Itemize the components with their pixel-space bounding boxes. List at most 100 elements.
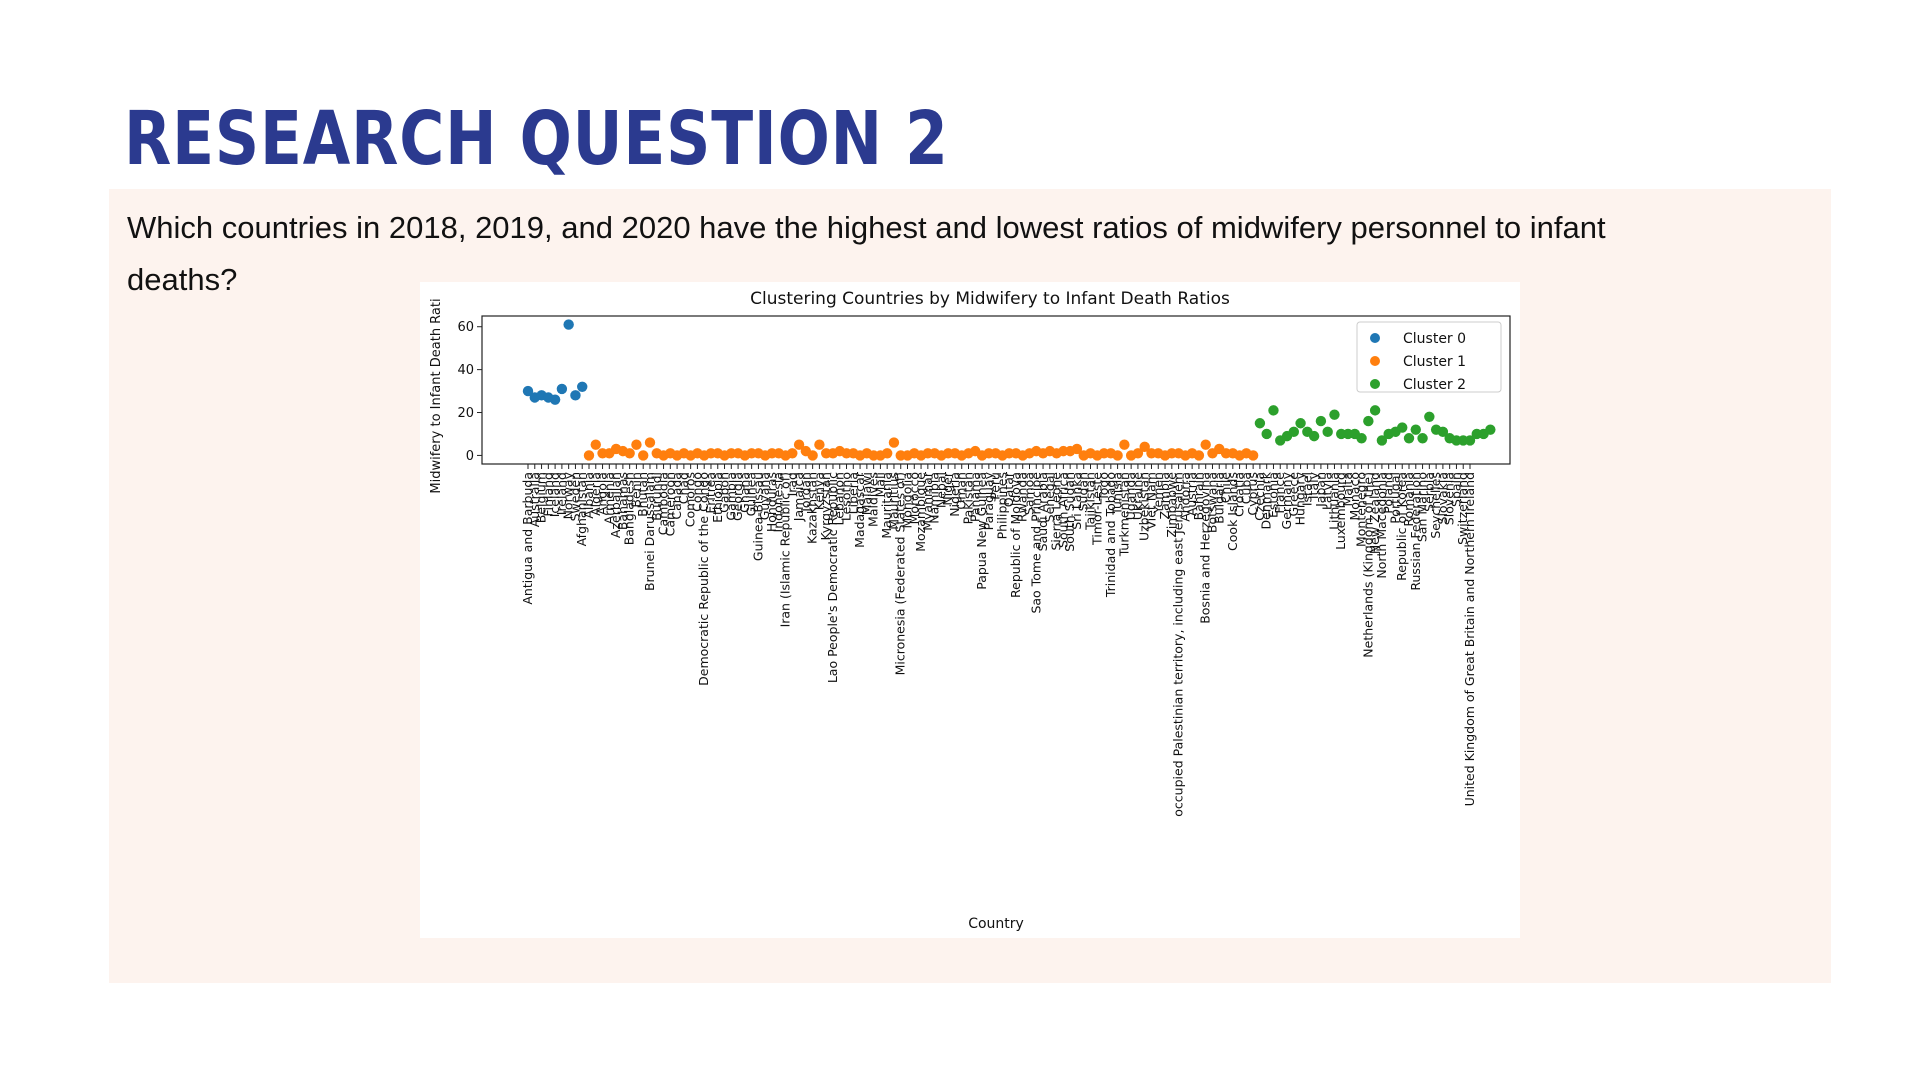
x-tick-label: Netherlands (Kingdom of the) bbox=[1360, 472, 1375, 658]
x-tick-label: South Africa bbox=[1055, 472, 1070, 548]
x-tick-label: Lithuania bbox=[1326, 472, 1341, 530]
x-tick-label: Czechia bbox=[1252, 472, 1267, 521]
x-tick-label: Greece bbox=[1286, 472, 1301, 517]
scatter-point-cluster-1 bbox=[1200, 439, 1211, 450]
x-tick-label: Comoros bbox=[683, 472, 698, 527]
x-tick-label: Switzerland bbox=[1455, 472, 1470, 545]
x-tick-label: Congo bbox=[689, 472, 704, 512]
scatter-point-cluster-1 bbox=[1132, 448, 1144, 459]
x-tick-label: Montenegro bbox=[1354, 472, 1369, 547]
x-tick-label: Kazakhstan bbox=[805, 472, 820, 544]
scatter-point-cluster-2 bbox=[1329, 409, 1340, 420]
x-tick-label: Jordan bbox=[798, 472, 813, 513]
x-tick-label: Hungary bbox=[1293, 471, 1308, 525]
x-tick-label: South Sudan bbox=[1062, 472, 1077, 552]
scatter-point-cluster-1 bbox=[1071, 443, 1083, 455]
x-tick-label: Myanmar bbox=[920, 471, 935, 531]
scatter-point-cluster-1 bbox=[888, 437, 900, 448]
legend-marker-cluster-2 bbox=[1370, 379, 1380, 389]
x-tick-label: Monaco bbox=[1347, 472, 1362, 521]
x-tick-label: Ethiopia bbox=[710, 472, 725, 523]
x-tick-label: Chad bbox=[676, 472, 691, 504]
scatter-point-cluster-2 bbox=[1403, 433, 1415, 444]
scatter-point-cluster-2 bbox=[1288, 426, 1299, 438]
x-tick-label: Uganda bbox=[1123, 472, 1138, 520]
chart-legend: Cluster 0 Cluster 1 Cluster 2 bbox=[1356, 321, 1502, 393]
scatter-point-cluster-0 bbox=[577, 381, 588, 392]
x-tick-label: Cuba bbox=[1238, 472, 1253, 504]
scatter-point-cluster-2 bbox=[1363, 415, 1374, 427]
x-tick-label: Yemen bbox=[1150, 472, 1165, 514]
scatter-point-cluster-2 bbox=[1308, 430, 1320, 442]
x-tick-label: Maldives bbox=[866, 472, 881, 527]
cluster-scatter-chart: Clustering Countries by Midwifery to Inf… bbox=[420, 282, 1520, 938]
scatter-point-cluster-1 bbox=[1112, 450, 1123, 461]
x-tick-label: Saudi Arabia bbox=[1035, 472, 1050, 551]
x-tick-label: Norway bbox=[561, 471, 576, 519]
x-tick-label: Croatia bbox=[1232, 472, 1247, 517]
scatter-point-cluster-2 bbox=[1417, 433, 1428, 444]
x-tick-label: Andorra bbox=[1177, 472, 1192, 522]
x-tick-label: Indonesia bbox=[771, 472, 786, 532]
x-tick-label: Micronesia (Federated States of) bbox=[893, 472, 908, 675]
x-tick-label: Algeria bbox=[588, 472, 603, 516]
x-tick-label: Turkmenistan bbox=[1116, 472, 1131, 557]
x-tick-label: Latvia bbox=[1320, 472, 1335, 510]
x-tick-label: Bosnia and Herzegovina bbox=[1198, 472, 1213, 624]
x-tick-label: Tunisia bbox=[1110, 472, 1125, 516]
scatter-point-cluster-2 bbox=[1295, 418, 1306, 429]
scatter-point-cluster-1 bbox=[1119, 439, 1130, 450]
x-tick-label: Republic of Korea bbox=[1394, 472, 1409, 581]
x-tick-label: Senegal bbox=[1042, 472, 1057, 522]
x-tick-label: Denmark bbox=[1259, 471, 1274, 529]
x-tick-label: Malawi bbox=[859, 472, 874, 515]
scatter-point-cluster-0 bbox=[570, 390, 581, 401]
x-tick-label: Cyprus bbox=[1245, 472, 1260, 516]
x-tick-label: Morocco bbox=[906, 472, 921, 524]
x-tick-label: Qatar bbox=[1001, 471, 1016, 507]
scatter-point-cluster-2 bbox=[1397, 422, 1408, 433]
scatter-point-cluster-1 bbox=[590, 439, 601, 450]
scatter-point-cluster-1 bbox=[583, 450, 595, 461]
scatter-point-cluster-1 bbox=[1139, 441, 1150, 453]
slide-title: RESEARCH QUESTION 2 bbox=[124, 96, 949, 182]
x-tick-label: Seychelles bbox=[1428, 472, 1443, 539]
x-tick-label: Angola bbox=[595, 472, 610, 515]
scatter-point-cluster-2 bbox=[1261, 428, 1272, 440]
y-axis-label: Midwifery to Infant Death Rati bbox=[429, 298, 444, 493]
scatter-point-cluster-2 bbox=[1322, 426, 1333, 438]
x-tick-label: Samoa bbox=[1021, 472, 1036, 515]
legend-marker-cluster-1 bbox=[1370, 356, 1380, 366]
scatter-point-cluster-1 bbox=[814, 439, 825, 450]
x-tick-label: Italy bbox=[1306, 471, 1321, 499]
x-tick-label: Iraq bbox=[784, 472, 799, 496]
x-tick-label: Bangladesh bbox=[622, 472, 637, 545]
x-tick-label: Brunei Darussalam bbox=[642, 472, 657, 591]
x-tick-label: Lesotho bbox=[839, 472, 854, 521]
scatter-point-cluster-1 bbox=[793, 439, 805, 450]
x-tick-label: Ghana bbox=[737, 472, 752, 513]
x-tick-label: Afghanistan bbox=[574, 472, 589, 546]
scatter-point-cluster-2 bbox=[1268, 405, 1279, 416]
x-tick-label: Togo bbox=[1096, 472, 1111, 502]
x-tick-label: Pakistan bbox=[961, 472, 976, 524]
x-tick-label: Israel bbox=[1299, 472, 1314, 506]
x-tick-label: Uzbekistan bbox=[1137, 472, 1152, 541]
x-tick-label: Timor-Leste bbox=[1089, 472, 1104, 546]
x-tick-label: Peru bbox=[988, 472, 1003, 500]
x-tick-label: Chile bbox=[1218, 472, 1233, 504]
scatter-point-cluster-2 bbox=[1464, 435, 1476, 446]
x-tick-label: Georgia bbox=[730, 472, 745, 521]
scatter-point-cluster-1 bbox=[1247, 450, 1259, 461]
x-tick-label: Japan bbox=[1313, 472, 1328, 508]
x-tick-label: Portugal bbox=[1387, 472, 1402, 524]
x-tick-label: Liberia bbox=[845, 472, 860, 514]
x-tick-label: Tajikistan bbox=[1082, 472, 1097, 531]
axis-ticks: 0 20 40 60 Antigua and BarbudaAustraliaBelgi… bbox=[457, 320, 1477, 816]
x-tick-label: Guyana bbox=[757, 472, 772, 520]
x-tick-label: Bhutan bbox=[635, 472, 650, 517]
x-tick-label: Mauritania bbox=[879, 472, 894, 539]
x-tick-label: Bahrain bbox=[1191, 472, 1206, 520]
x-tick-label: Papua New Guinea bbox=[974, 472, 989, 590]
legend-marker-cluster-0 bbox=[1370, 333, 1380, 343]
